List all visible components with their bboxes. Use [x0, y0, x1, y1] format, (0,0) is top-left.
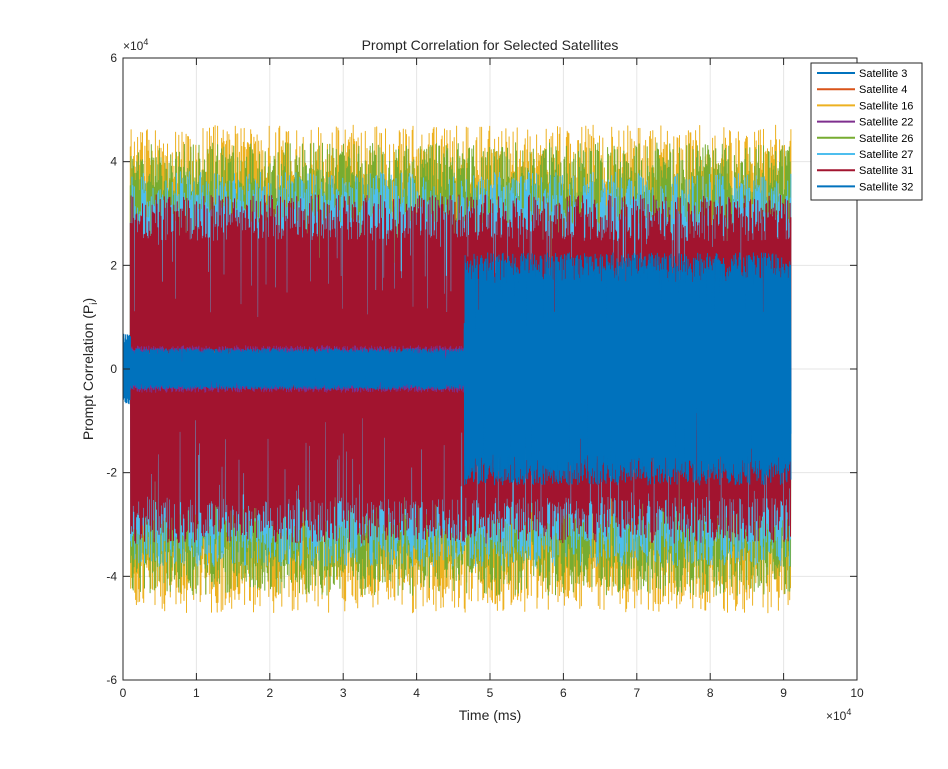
x-tick-label: 10 — [850, 686, 864, 700]
x-tick-label: 1 — [193, 686, 200, 700]
chart-title: Prompt Correlation for Selected Satellit… — [362, 37, 619, 53]
y-tick-label: -2 — [106, 466, 117, 480]
data-layer — [122, 124, 792, 614]
x-tick-label: 2 — [266, 686, 273, 700]
x-axis-label: Time (ms) — [459, 707, 521, 723]
y-tick-label: 0 — [110, 362, 117, 376]
x-tick-label: 6 — [560, 686, 567, 700]
x-tick-label: 0 — [120, 686, 127, 700]
legend-label: Satellite 32 — [859, 181, 913, 193]
tick-layer: 0 1 2 3 4 5 6 7 8 9 10 -6 -4 -2 0 2 4 6 — [106, 51, 864, 700]
legend-label: Satellite 31 — [859, 165, 913, 177]
y-tick-label: -4 — [106, 569, 117, 583]
y-axis-exponent: ×104 — [123, 37, 148, 53]
y-axis-label: Prompt Correlation (Pi) — [80, 298, 100, 440]
y-tick-label: -6 — [106, 673, 117, 687]
x-tick-label: 7 — [633, 686, 640, 700]
legend-box — [810, 62, 923, 201]
legend-label: Satellite 26 — [859, 133, 913, 145]
legend-label: Satellite 3 — [859, 68, 907, 80]
legend-label: Satellite 16 — [859, 100, 913, 112]
x-tick-label: 8 — [707, 686, 714, 700]
legend-label: Satellite 27 — [859, 149, 913, 161]
legend-label: Satellite 4 — [859, 84, 907, 96]
y-tick-label: 4 — [110, 155, 117, 169]
x-axis-exponent: ×104 — [826, 707, 851, 723]
x-tick-label: 9 — [780, 686, 787, 700]
y-tick-label: 2 — [110, 258, 117, 272]
x-tick-label: 5 — [487, 686, 494, 700]
legend-label: Satellite 22 — [859, 117, 913, 129]
legend: Satellite 3 Satellite 4 Satellite 16 Satell… — [810, 62, 923, 201]
y-tick-label: 6 — [110, 51, 117, 65]
x-tick-label: 3 — [340, 686, 347, 700]
series-line-satellite-3 — [122, 252, 792, 486]
x-tick-label: 4 — [413, 686, 420, 700]
